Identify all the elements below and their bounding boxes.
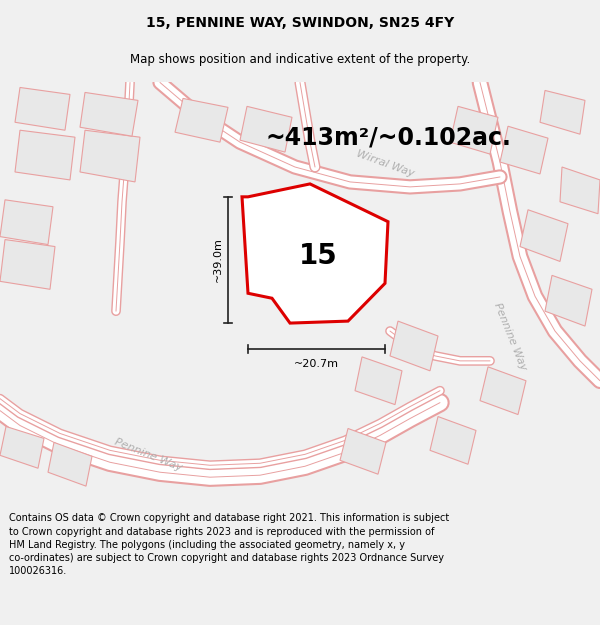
Polygon shape (390, 321, 438, 371)
Text: Pennine Way: Pennine Way (492, 301, 528, 371)
Polygon shape (355, 357, 402, 404)
Text: ~39.0m: ~39.0m (213, 238, 223, 282)
Polygon shape (560, 167, 600, 214)
Polygon shape (15, 88, 70, 130)
Text: Pennine Way: Pennine Way (113, 438, 183, 474)
Polygon shape (242, 184, 388, 323)
Polygon shape (450, 106, 498, 154)
Polygon shape (0, 200, 53, 244)
Polygon shape (48, 442, 92, 486)
Polygon shape (15, 130, 75, 180)
Text: Wirral Way: Wirral Way (355, 149, 415, 179)
Text: 15, PENNINE WAY, SWINDON, SN25 4FY: 15, PENNINE WAY, SWINDON, SN25 4FY (146, 16, 454, 30)
Text: Contains OS data © Crown copyright and database right 2021. This information is : Contains OS data © Crown copyright and d… (9, 514, 449, 576)
Text: ~20.7m: ~20.7m (294, 359, 339, 369)
Polygon shape (545, 276, 592, 326)
Polygon shape (280, 195, 338, 244)
Polygon shape (0, 239, 55, 289)
Polygon shape (520, 210, 568, 261)
Polygon shape (430, 416, 476, 464)
Polygon shape (500, 126, 548, 174)
Polygon shape (80, 130, 140, 182)
Text: Map shows position and indicative extent of the property.: Map shows position and indicative extent… (130, 53, 470, 66)
Text: 15: 15 (299, 242, 337, 271)
Polygon shape (540, 91, 585, 134)
Polygon shape (480, 367, 526, 414)
Polygon shape (240, 106, 292, 152)
Polygon shape (340, 429, 386, 474)
Polygon shape (0, 426, 44, 468)
Text: ~413m²/~0.102ac.: ~413m²/~0.102ac. (265, 125, 511, 149)
Polygon shape (175, 98, 228, 142)
Polygon shape (80, 92, 138, 136)
